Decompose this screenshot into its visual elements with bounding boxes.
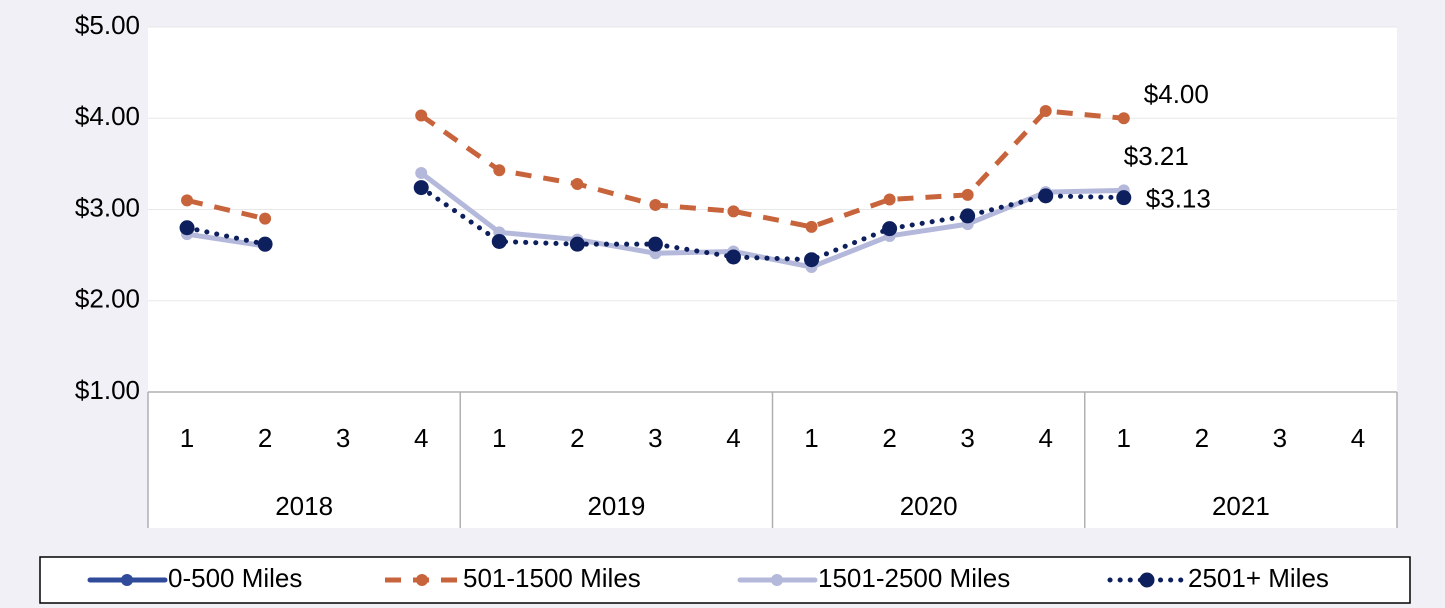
point-marker	[179, 220, 195, 236]
y-tick-label: $5.00	[75, 10, 140, 40]
legend-label: 1501-2500 Miles	[818, 563, 1010, 593]
point-marker	[257, 236, 273, 252]
x-tick-label: 3	[648, 423, 662, 453]
x-tick-label: 4	[1351, 423, 1365, 453]
y-tick-label: $4.00	[75, 101, 140, 131]
point-marker	[1039, 104, 1052, 117]
point-marker	[1038, 188, 1054, 204]
x-tick-label: 1	[804, 423, 818, 453]
point-marker	[727, 205, 740, 218]
point-marker	[493, 164, 506, 177]
x-tick-label: 3	[1273, 423, 1287, 453]
point-marker	[882, 221, 898, 237]
point-marker	[569, 236, 585, 252]
x-tick-label: 2	[570, 423, 584, 453]
x-tick-label: 4	[414, 423, 428, 453]
y-tick-label: $1.00	[75, 375, 140, 405]
data-label: $3.13	[1146, 184, 1211, 214]
x-tick-label: 3	[336, 423, 350, 453]
point-marker	[415, 167, 428, 179]
point-marker	[259, 212, 272, 225]
x-tick-label: 1	[492, 423, 506, 453]
point-marker	[415, 109, 428, 122]
point-marker	[883, 193, 896, 206]
legend-marker	[416, 574, 428, 586]
legend-marker	[121, 574, 133, 586]
x-tick-label: 2	[258, 423, 272, 453]
point-marker	[571, 177, 584, 190]
data-label: $4.00	[1144, 79, 1209, 109]
point-marker	[647, 236, 663, 252]
point-marker	[1117, 112, 1130, 125]
point-marker	[181, 194, 194, 207]
point-marker	[804, 252, 820, 268]
group-label: 2018	[275, 491, 333, 521]
legend-marker	[1139, 572, 1155, 588]
x-tick-label: 1	[1117, 423, 1131, 453]
point-marker	[960, 208, 976, 224]
point-marker	[649, 198, 662, 211]
y-tick-label: $2.00	[75, 284, 140, 314]
point-marker	[725, 249, 741, 265]
x-tick-label: 4	[1038, 423, 1052, 453]
group-label: 2021	[1212, 491, 1270, 521]
x-tick-label: 2	[1195, 423, 1209, 453]
series-line	[186, 108, 1125, 230]
data-label: $3.21	[1124, 141, 1189, 171]
point-marker	[491, 233, 507, 249]
x-tick-label: 4	[726, 423, 740, 453]
x-tick-label: 3	[960, 423, 974, 453]
group-label: 2020	[900, 491, 958, 521]
point-marker	[413, 180, 429, 196]
legend-label: 2501+ Miles	[1188, 563, 1329, 593]
y-tick-label: $3.00	[75, 192, 140, 222]
point-marker	[961, 188, 974, 201]
legend-label: 0-500 Miles	[168, 563, 302, 593]
series-line	[184, 185, 1127, 263]
point-marker	[1116, 190, 1132, 206]
series-line	[184, 170, 1127, 270]
x-tick-label: 1	[180, 423, 194, 453]
group-label: 2019	[587, 491, 645, 521]
legend-marker	[771, 574, 783, 586]
legend-label: 501-1500 Miles	[463, 563, 641, 593]
x-tick-label: 2	[882, 423, 896, 453]
point-marker	[805, 220, 818, 233]
